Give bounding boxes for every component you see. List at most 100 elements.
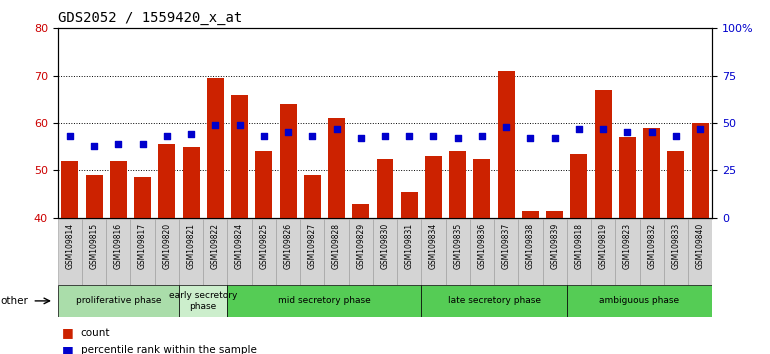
Text: count: count bbox=[81, 328, 110, 338]
Point bbox=[573, 126, 585, 132]
Text: GSM109818: GSM109818 bbox=[574, 223, 584, 269]
Point bbox=[476, 133, 488, 139]
Bar bbox=[106, 219, 130, 285]
Bar bbox=[425, 156, 442, 218]
Bar bbox=[546, 211, 563, 218]
Point bbox=[379, 133, 391, 139]
Bar bbox=[353, 204, 370, 218]
Point bbox=[621, 130, 634, 135]
Bar bbox=[497, 71, 514, 218]
Text: GSM109827: GSM109827 bbox=[308, 223, 316, 269]
Bar bbox=[518, 219, 543, 285]
Bar bbox=[543, 219, 567, 285]
Bar bbox=[522, 211, 539, 218]
Bar bbox=[58, 219, 82, 285]
Bar bbox=[591, 219, 615, 285]
Point bbox=[209, 122, 222, 128]
Text: GSM109838: GSM109838 bbox=[526, 223, 535, 269]
Bar bbox=[449, 152, 466, 218]
Text: GSM109819: GSM109819 bbox=[598, 223, 608, 269]
Bar bbox=[421, 219, 446, 285]
Bar bbox=[256, 152, 273, 218]
Point bbox=[524, 135, 537, 141]
Text: GSM109840: GSM109840 bbox=[695, 223, 705, 269]
Text: GSM109823: GSM109823 bbox=[623, 223, 632, 269]
Text: GSM109828: GSM109828 bbox=[332, 223, 341, 269]
Bar bbox=[446, 219, 470, 285]
Text: GSM109824: GSM109824 bbox=[235, 223, 244, 269]
Text: GSM109820: GSM109820 bbox=[162, 223, 172, 269]
Bar bbox=[377, 159, 393, 218]
Text: mid secretory phase: mid secretory phase bbox=[278, 296, 371, 306]
Bar bbox=[276, 219, 300, 285]
Point bbox=[403, 133, 415, 139]
Point bbox=[282, 130, 294, 135]
Bar bbox=[567, 219, 591, 285]
Text: GDS2052 / 1559420_x_at: GDS2052 / 1559420_x_at bbox=[58, 11, 242, 25]
Bar bbox=[159, 144, 176, 218]
Bar bbox=[615, 219, 640, 285]
Bar bbox=[397, 219, 421, 285]
Bar bbox=[494, 219, 518, 285]
Point bbox=[694, 126, 706, 132]
Point bbox=[112, 141, 125, 147]
Bar bbox=[688, 219, 712, 285]
Bar bbox=[304, 175, 321, 218]
Text: other: other bbox=[1, 296, 28, 306]
Text: GSM109815: GSM109815 bbox=[89, 223, 99, 269]
Text: GSM109831: GSM109831 bbox=[405, 223, 413, 269]
Bar bbox=[373, 219, 397, 285]
Text: GSM109832: GSM109832 bbox=[647, 223, 656, 269]
Text: GSM109830: GSM109830 bbox=[380, 223, 390, 269]
Point bbox=[451, 135, 464, 141]
Text: early secretory
phase: early secretory phase bbox=[169, 291, 237, 310]
Text: GSM109817: GSM109817 bbox=[138, 223, 147, 269]
Text: GSM109837: GSM109837 bbox=[502, 223, 511, 269]
Bar bbox=[400, 192, 417, 218]
Text: GSM109836: GSM109836 bbox=[477, 223, 487, 269]
Bar bbox=[179, 219, 203, 285]
Text: percentile rank within the sample: percentile rank within the sample bbox=[81, 346, 256, 354]
Bar bbox=[474, 159, 490, 218]
Bar bbox=[179, 285, 227, 317]
Point bbox=[258, 133, 270, 139]
Bar bbox=[62, 161, 79, 218]
Bar bbox=[571, 154, 588, 218]
Point bbox=[64, 133, 76, 139]
Bar bbox=[300, 219, 324, 285]
Text: GSM109825: GSM109825 bbox=[259, 223, 268, 269]
Bar bbox=[640, 219, 664, 285]
Point bbox=[500, 124, 512, 130]
Bar bbox=[349, 219, 373, 285]
Point bbox=[427, 133, 440, 139]
Point bbox=[645, 130, 658, 135]
Bar bbox=[594, 90, 611, 218]
Bar bbox=[324, 219, 349, 285]
Bar bbox=[85, 175, 102, 218]
Bar bbox=[58, 285, 179, 317]
Bar bbox=[328, 118, 345, 218]
Point bbox=[355, 135, 367, 141]
Point bbox=[88, 143, 100, 149]
Point bbox=[670, 133, 682, 139]
Bar bbox=[280, 104, 296, 218]
Text: ■: ■ bbox=[62, 344, 73, 354]
Text: GSM109816: GSM109816 bbox=[114, 223, 123, 269]
Point bbox=[233, 122, 246, 128]
Bar bbox=[567, 285, 712, 317]
Text: proliferative phase: proliferative phase bbox=[75, 296, 161, 306]
Bar bbox=[668, 152, 685, 218]
Point bbox=[330, 126, 343, 132]
Point bbox=[306, 133, 319, 139]
Point bbox=[161, 133, 173, 139]
Text: GSM109814: GSM109814 bbox=[65, 223, 75, 269]
Bar bbox=[155, 219, 179, 285]
Point bbox=[136, 141, 149, 147]
Text: GSM109834: GSM109834 bbox=[429, 223, 438, 269]
Text: late secretory phase: late secretory phase bbox=[447, 296, 541, 306]
Text: GSM109829: GSM109829 bbox=[357, 223, 365, 269]
Point bbox=[597, 126, 609, 132]
Bar bbox=[643, 128, 660, 218]
Bar bbox=[421, 285, 567, 317]
Bar bbox=[207, 78, 224, 218]
